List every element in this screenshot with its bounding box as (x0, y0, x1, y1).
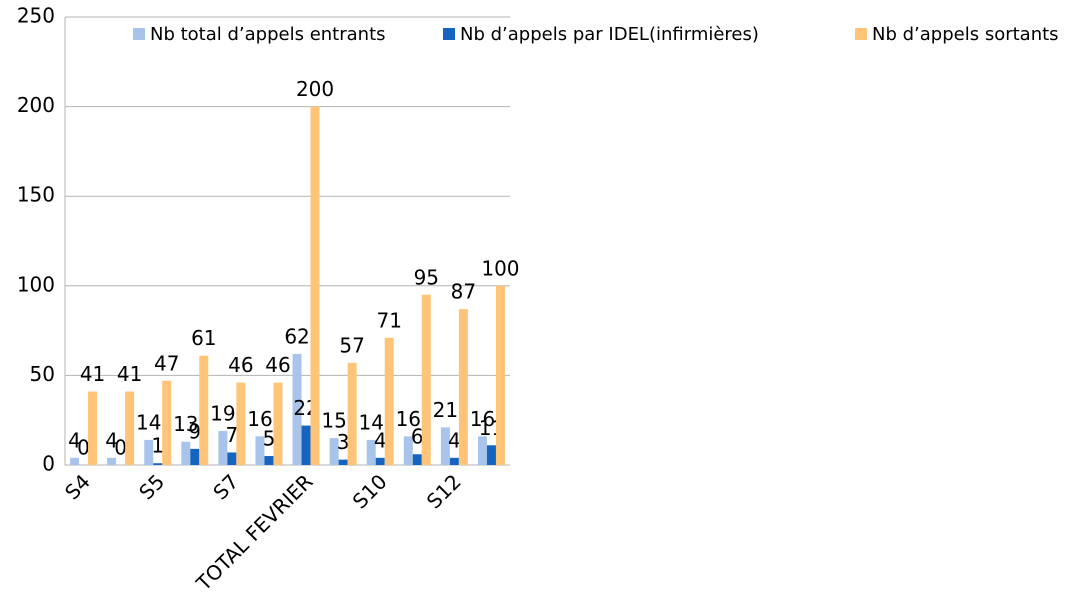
value-label: 46 (265, 353, 290, 377)
bar (181, 441, 191, 465)
value-label: 7 (226, 423, 239, 447)
value-label: 0 (114, 436, 127, 460)
x-tick-label: S7 (208, 469, 243, 504)
value-label: 16 (247, 407, 272, 431)
value-label: 4 (374, 428, 387, 452)
bar (236, 382, 246, 465)
value-label: 19 (210, 401, 235, 425)
value-label: 4 (105, 428, 118, 452)
bar (338, 459, 348, 465)
legend: Nb total d’appels entrants Nb d’appels pa… (133, 24, 1059, 45)
bar (329, 438, 339, 465)
value-label: 41 (80, 362, 105, 386)
bar (264, 456, 274, 465)
value-label: 61 (191, 326, 216, 350)
value-label: 4 (448, 428, 461, 452)
value-label: 200 (296, 77, 334, 101)
y-tick-label: 200 (17, 93, 55, 117)
x-tick-label: S4 (60, 469, 95, 504)
bar (218, 430, 228, 465)
bar (366, 439, 376, 465)
bar (375, 457, 385, 465)
value-label: 15 (321, 409, 346, 433)
value-label: 16 (470, 407, 495, 431)
bar (255, 436, 265, 465)
value-label: 87 (451, 280, 476, 304)
bar (449, 457, 459, 465)
bar (107, 457, 117, 465)
value-label: 71 (376, 308, 401, 332)
bar (477, 436, 487, 465)
bar (227, 452, 237, 465)
bar (199, 355, 209, 465)
bar (162, 380, 172, 465)
bar (458, 309, 468, 465)
bar (153, 463, 163, 465)
value-label: 1 (151, 434, 164, 458)
bar (347, 362, 357, 465)
bar (310, 106, 320, 465)
y-tick-label: 150 (17, 183, 55, 207)
bar (440, 427, 450, 465)
bar (70, 457, 80, 465)
legend-label: Nb d’appels par IDEL(infirmières) (460, 24, 759, 45)
x-tick-label: S5 (134, 469, 169, 504)
value-label: 6 (411, 425, 424, 449)
legend-label: Nb d’appels sortants (872, 24, 1059, 45)
bar (403, 436, 413, 465)
bar (495, 285, 505, 465)
value-label: 14 (358, 410, 383, 434)
value-label: 4 (68, 428, 81, 452)
x-tick-label: S10 (348, 469, 392, 513)
value-label: 41 (117, 362, 142, 386)
bar (144, 439, 154, 465)
bar (486, 445, 496, 465)
y-tick-label: 100 (17, 272, 55, 296)
value-label: 47 (154, 351, 179, 375)
bar (292, 353, 302, 465)
value-label: 13 (173, 412, 198, 436)
bar (412, 454, 422, 465)
x-tick-label: S12 (422, 469, 466, 513)
value-label: 21 (433, 398, 458, 422)
bar (88, 391, 98, 465)
legend-swatch (855, 28, 867, 40)
value-label: 5 (263, 427, 276, 451)
value-label: 62 (284, 324, 309, 348)
legend-label: Nb total d’appels entrants (150, 24, 386, 45)
value-label: 14 (136, 410, 161, 434)
bar (125, 391, 135, 465)
value-label: 100 (481, 256, 519, 280)
bar (273, 382, 283, 465)
value-label: 16 (396, 407, 421, 431)
bar (190, 448, 200, 465)
y-tick-label: 50 (30, 362, 55, 386)
bar (384, 337, 394, 465)
value-label: 57 (339, 333, 364, 357)
value-label: 95 (414, 265, 439, 289)
bar (301, 425, 311, 465)
value-label: 3 (337, 430, 350, 454)
value-label: 46 (228, 353, 253, 377)
bar (421, 294, 431, 465)
legend-swatch (133, 28, 145, 40)
value-label: 9 (188, 419, 201, 443)
y-tick-label: 250 (17, 4, 55, 28)
value-label: 0 (77, 436, 90, 460)
y-tick-label: 0 (42, 452, 55, 476)
legend-swatch (443, 28, 455, 40)
